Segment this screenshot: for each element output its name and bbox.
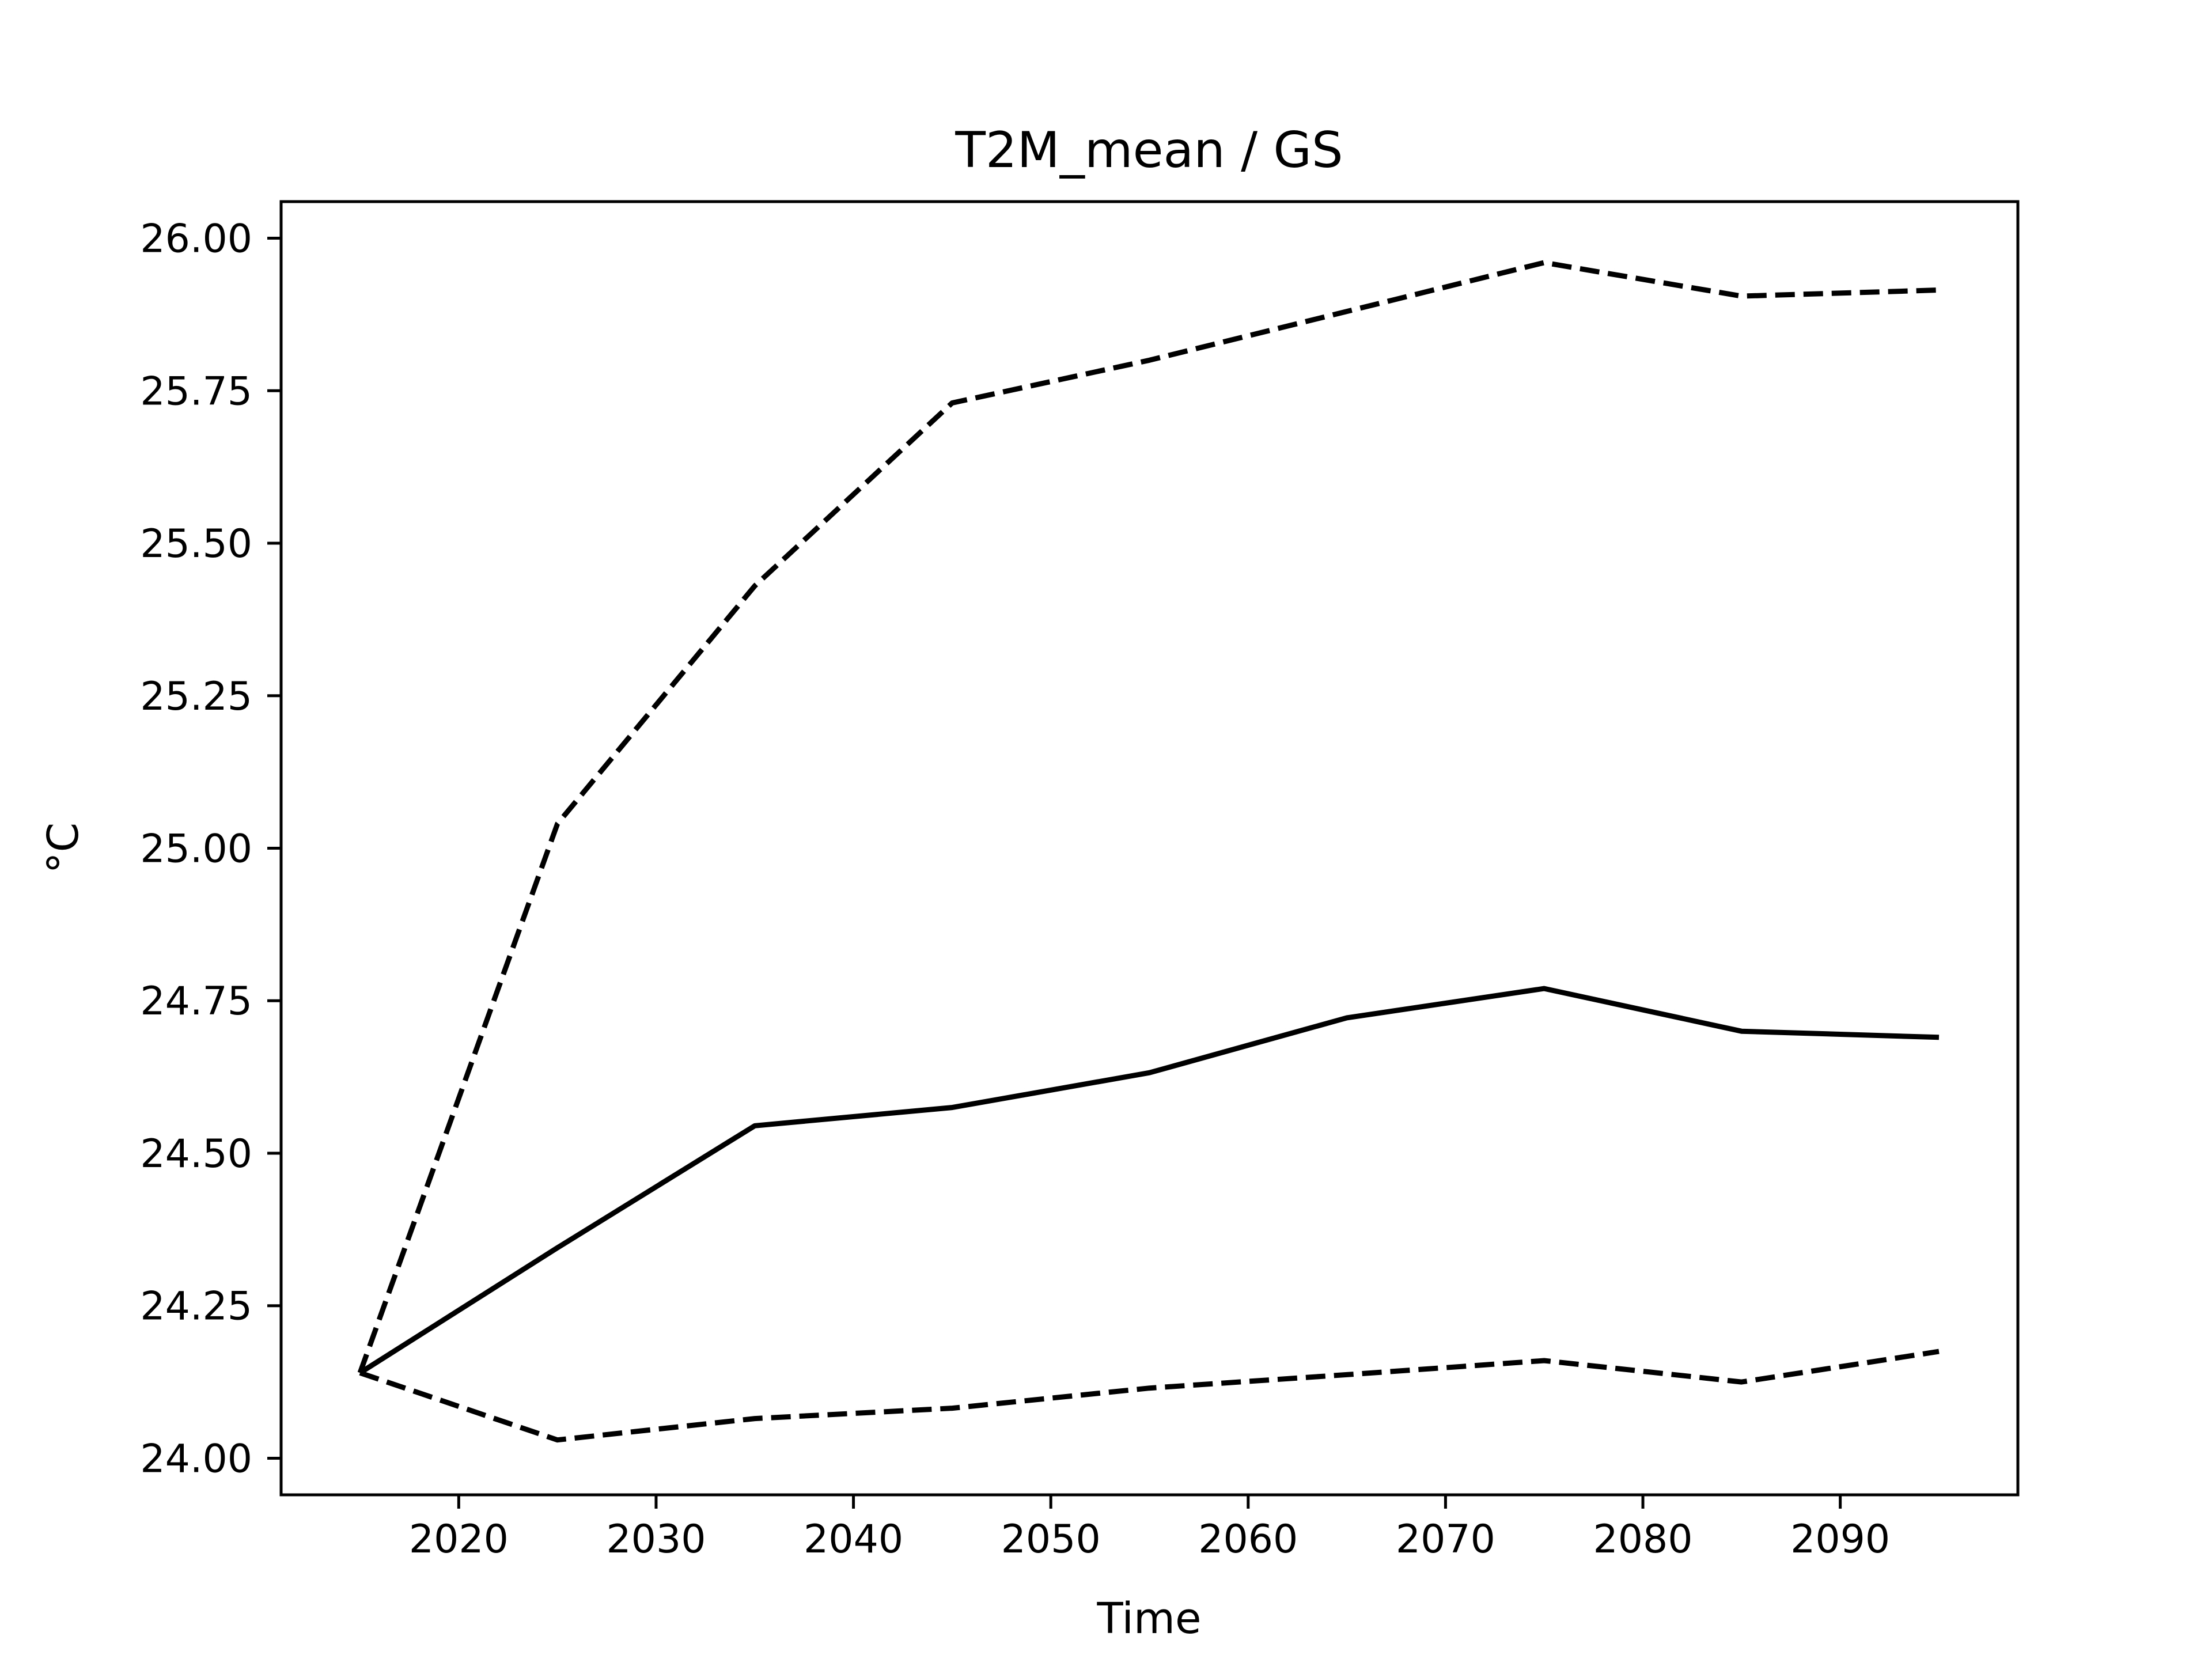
y-tick-label: 24.00 [140, 1436, 252, 1482]
x-tick-label: 2090 [1790, 1517, 1890, 1562]
y-tick-label: 25.50 [140, 521, 252, 567]
x-tick-label: 2060 [1198, 1517, 1298, 1562]
y-tick-label: 24.50 [140, 1131, 252, 1177]
y-axis-label: °C [39, 823, 88, 874]
y-tick-label: 24.75 [140, 979, 252, 1024]
chart-title: T2M_mean / GS [955, 122, 1343, 179]
x-axis: 2020 2030 2040 2050 2060 2070 2080 2090 [409, 1495, 1890, 1562]
y-tick-label: 25.25 [140, 674, 252, 719]
series-line-1 [357, 260, 1940, 1374]
x-tick-label: 2050 [1001, 1517, 1101, 1562]
plot-area [279, 200, 2020, 1497]
y-tick-label: 24.25 [140, 1284, 252, 1330]
plot-frame [279, 200, 2020, 1497]
x-tick-label: 2080 [1593, 1517, 1693, 1562]
y-tick-label: 25.00 [140, 827, 252, 872]
y-tick-label: 25.75 [140, 369, 252, 414]
series-layer [357, 260, 1940, 1443]
x-tick-label: 2030 [606, 1517, 706, 1562]
series-line-3 [359, 1349, 1940, 1443]
x-axis-label: Time [1096, 1594, 1201, 1643]
x-tick-label: 2020 [409, 1517, 509, 1562]
y-tick-label: 26.00 [140, 217, 252, 262]
x-tick-label: 2070 [1396, 1517, 1495, 1562]
y-axis: 24.00 24.25 24.50 24.75 25.00 25.25 25.50 25.75… [140, 217, 281, 1482]
x-tick-label: 2040 [804, 1517, 903, 1562]
series-line-2 [358, 986, 1940, 1376]
